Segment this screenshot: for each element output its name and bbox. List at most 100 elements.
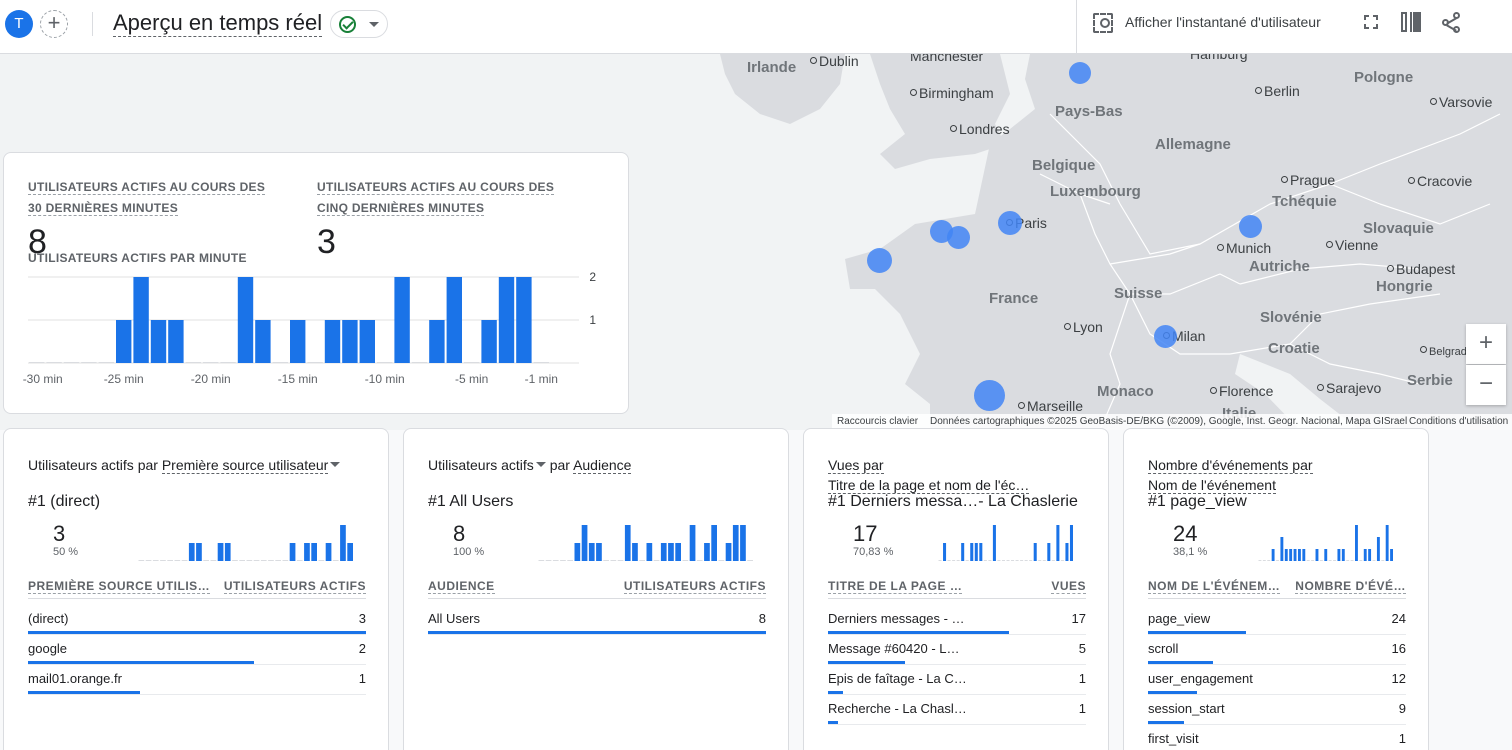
active-user-dot[interactable] [1239,215,1262,238]
per-minute-bar-chart[interactable]: 1 2 -30 min -25 min -20 min -15 min -10 min -5 … [4,271,604,391]
sparkline-bar [1390,549,1393,561]
table-row[interactable]: Message #60420 - L… 5 [828,635,1086,665]
dimension-selector[interactable]: Audience [573,457,632,474]
fullscreen-icon[interactable] [1362,13,1380,31]
active-user-dot[interactable] [998,211,1022,235]
row-share-bar [828,691,844,694]
chevron-down-icon[interactable] [330,462,341,467]
zoom-out-button[interactable]: − [1466,365,1506,405]
metric-selector[interactable]: Nombre d'événements par [1148,457,1313,474]
active-user-dot[interactable] [947,226,970,249]
minute-bar[interactable] [98,362,114,363]
zoom-in-button[interactable]: + [1466,324,1506,364]
map-label: Belgique [1032,157,1096,174]
table-row[interactable]: user_engagement 12 [1148,665,1406,695]
minute-bar[interactable] [203,362,219,363]
status-dropdown[interactable] [330,10,388,38]
minute-bar[interactable] [255,320,271,363]
property-avatar[interactable]: T [5,10,33,38]
minute-bar[interactable] [237,277,254,363]
minute-bar[interactable] [324,320,341,363]
page-title[interactable]: Aperçu en temps réel [113,10,323,37]
terms-link[interactable]: Conditions d'utilisation [1409,416,1509,427]
minute-bar[interactable] [342,320,358,363]
minute-bar[interactable] [46,362,62,363]
chevron-down-icon[interactable] [535,462,546,467]
minute-bar[interactable] [29,362,45,363]
sparkline-bar [1328,560,1332,561]
sparkline-bar [224,543,231,561]
table-row[interactable]: first_visit 1 [1148,725,1406,750]
minute-bar[interactable] [290,320,306,363]
column-header-metric[interactable]: UTILISATEURS ACTIFS [223,579,366,594]
sparkline-bar [1337,549,1341,561]
minute-bar[interactable] [446,277,462,363]
column-header-dimension[interactable]: AUDIENCE [428,579,495,594]
sparkline-bar [1271,549,1275,561]
minute-bar[interactable] [498,277,515,363]
active-user-dot[interactable] [1069,62,1091,84]
table-row[interactable]: page_view 24 [1148,605,1406,635]
column-header-metric[interactable]: UTILISATEURS ACTIFS [623,579,766,594]
column-header-dimension[interactable]: PREMIÈRE SOURCE UTILIS… [28,579,211,594]
header-divider [92,12,93,36]
row-value: 24 [1391,611,1406,626]
column-header-dimension[interactable]: NOM DE L'ÉVÉNEM… [1148,579,1281,594]
table-row[interactable]: mail01.orange.fr 1 [28,665,366,695]
share-icon[interactable] [1440,11,1462,33]
metric-label-30min[interactable]: UTILISATEURS ACTIFS AU COURS DES 30 DERN… [28,177,268,219]
table-row[interactable]: Derniers messages - … 17 [828,605,1086,635]
dimension-selector[interactable]: Titre de la page et nom de l'éc… [828,477,1030,494]
minute-bar[interactable] [116,320,132,363]
minute-bar[interactable] [81,362,97,363]
column-header-metric[interactable]: VUES [1051,579,1086,594]
minute-bar[interactable] [429,320,445,363]
table-row[interactable]: (direct) 3 [28,605,366,635]
sparkline-bar [574,543,581,561]
minute-bar[interactable] [394,277,410,363]
column-header-dimension[interactable]: TITRE DE LA PAGE … [828,579,963,594]
user-snapshot-button[interactable]: Afficher l'instantané d'utilisateur [1125,14,1321,30]
top-bar: T + Aperçu en temps réel Afficher l'inst… [0,0,1512,54]
sparkline-bar [1065,543,1069,561]
minute-bar[interactable] [307,362,323,363]
active-user-dot[interactable] [974,380,1005,411]
sparkline-bar [732,525,739,561]
minute-bar[interactable] [377,362,393,363]
minute-bar[interactable] [185,362,201,363]
minute-bar[interactable] [516,277,532,363]
keyboard-shortcuts-link[interactable]: Raccourcis clavier [837,416,919,427]
metric-selector[interactable]: Utilisateurs actifs [428,457,534,473]
minute-bar[interactable] [220,362,236,363]
minute-bar[interactable] [464,362,480,363]
minute-bar[interactable] [481,320,497,363]
minute-bar[interactable] [168,320,184,363]
compare-icon[interactable] [1401,12,1421,32]
minute-bar[interactable] [150,320,167,363]
row-value: 2 [358,641,366,656]
metric-selector[interactable]: Vues par [828,457,884,474]
minute-bar[interactable] [63,362,80,363]
minute-bar[interactable] [533,362,549,363]
sparkline-bar [596,543,602,561]
minute-bar[interactable] [133,277,149,363]
minute-bar[interactable] [272,362,288,363]
table-row[interactable]: scroll 16 [1148,635,1406,665]
table-row[interactable]: All Users 8 [428,605,766,635]
column-header-metric[interactable]: NOMBRE D'ÉVÉ… [1295,579,1406,594]
user-snapshot-icon[interactable] [1093,13,1113,33]
metric-label-5min[interactable]: UTILISATEURS ACTIFS AU COURS DES CINQ DE… [317,177,587,219]
sparkline-bar [696,560,703,561]
sparkline-bar [1289,549,1293,561]
minute-bar[interactable] [359,320,375,363]
active-user-dot[interactable] [867,248,892,273]
minute-bar[interactable] [411,362,428,363]
table-row[interactable]: session_start 9 [1148,695,1406,725]
dimension-selector[interactable]: Nom de l'événement [1148,477,1276,494]
active-user-dot[interactable] [1154,325,1177,348]
table-row[interactable]: Epis de faîtage - La C… 1 [828,665,1086,695]
table-row[interactable]: google 2 [28,635,366,665]
add-comparison-button[interactable]: + [40,10,68,38]
dimension-selector[interactable]: Première source utilisateur [161,457,329,474]
table-row[interactable]: Recherche - La Chasl… 1 [828,695,1086,725]
